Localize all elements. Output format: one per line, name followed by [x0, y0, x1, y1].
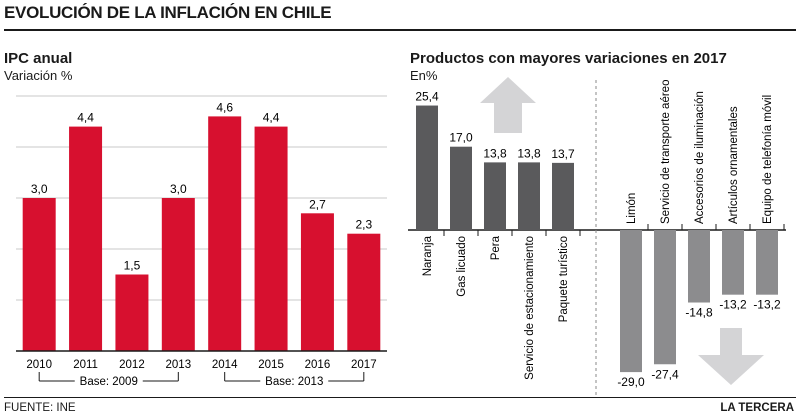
ipc-year-label: 2012 — [119, 359, 145, 371]
ipc-value-label: 3,0 — [31, 182, 48, 196]
ipc-value-label: 4,6 — [216, 100, 233, 114]
ipc-value-label: 1,5 — [124, 259, 141, 273]
ipc-chart-title: IPC anual — [4, 50, 73, 67]
product-value-label: 13,8 — [483, 146, 507, 160]
up-arrow-icon — [480, 77, 536, 133]
product-category-label: Pera — [490, 235, 502, 260]
product-category-label: Accesorios de iluminación — [694, 91, 706, 224]
product-value-label: -29,0 — [617, 375, 645, 389]
product-value-label: 17,0 — [449, 131, 473, 145]
product-bar — [722, 230, 744, 295]
ipc-bar-2014 — [208, 116, 242, 352]
ipc-year-label: 2014 — [212, 359, 238, 371]
product-bar — [620, 230, 642, 373]
ipc-year-label: 2016 — [305, 359, 331, 371]
products-chart-title: Productos con mayores variaciones en 201… — [410, 50, 727, 67]
group-label: Base: 2013 — [265, 376, 323, 388]
ipc-year-label: 2010 — [26, 359, 52, 371]
product-category-label: Servicio de transporte aéreo — [660, 80, 672, 224]
ipc-bar-2017 — [347, 233, 381, 351]
product-value-label: -27,4 — [651, 367, 679, 381]
products-chart-ylabel: En% — [410, 68, 438, 83]
product-category-label: Servicio de estacionamiento — [524, 236, 536, 380]
title-rule — [4, 29, 796, 31]
ipc-value-label: 2,7 — [309, 197, 326, 211]
ipc-value-label: 4,4 — [77, 111, 94, 125]
product-bar — [552, 162, 574, 230]
ipc-bar-2016 — [300, 213, 334, 351]
product-bar — [654, 230, 676, 365]
ipc-bar-2012 — [115, 274, 149, 351]
product-value-label: -14,8 — [685, 306, 713, 320]
product-bar — [518, 162, 540, 230]
product-bar — [688, 230, 710, 303]
page-title: EVOLUCIÓN DE LA INFLACIÓN EN CHILE — [4, 3, 332, 22]
footer-rule — [4, 397, 796, 398]
product-bar — [484, 162, 506, 230]
product-value-label: 13,8 — [517, 146, 541, 160]
product-category-label: Paquete turístico — [558, 236, 570, 322]
ipc-chart-ylabel: Variación % — [4, 68, 73, 83]
ipc-value-label: 2,3 — [355, 218, 372, 232]
product-category-label: Limón — [626, 193, 638, 224]
product-value-label: 25,4 — [415, 90, 439, 104]
ipc-value-label: 4,4 — [263, 111, 280, 125]
group-label: Base: 2009 — [80, 376, 138, 388]
ipc-bar-2011 — [69, 126, 103, 351]
brand-logo: LA TERCERA — [720, 402, 794, 414]
ipc-bar-2013 — [161, 198, 195, 351]
ipc-bar-2010 — [22, 198, 56, 351]
product-category-label: Naranja — [422, 235, 434, 276]
product-category-label: Gas licuado — [456, 236, 468, 297]
product-value-label: -13,2 — [753, 298, 781, 312]
product-value-label: -13,2 — [719, 298, 747, 312]
product-category-label: Artículos ornamentales — [728, 106, 740, 224]
product-bar — [416, 105, 438, 230]
product-bar — [756, 230, 778, 295]
ipc-year-label: 2013 — [166, 359, 192, 371]
ipc-bar-2015 — [254, 126, 288, 351]
ipc-value-label: 3,0 — [170, 182, 187, 196]
ipc-year-label: 2017 — [351, 359, 377, 371]
product-value-label: 13,7 — [551, 147, 575, 161]
ipc-year-label: 2011 — [73, 359, 98, 371]
down-arrow-icon — [698, 328, 764, 385]
product-bar — [450, 146, 472, 230]
source-note: FUENTE: INE — [4, 402, 76, 414]
ipc-year-label: 2015 — [258, 359, 284, 371]
product-category-label: Equipo de telefonía móvil — [762, 95, 774, 224]
